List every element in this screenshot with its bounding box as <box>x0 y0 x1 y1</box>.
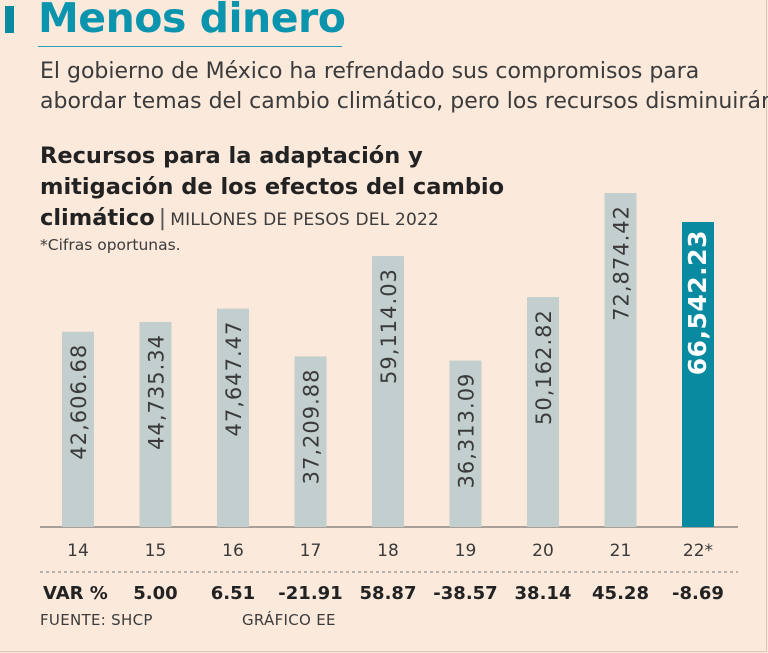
x-tick-label: 19 <box>455 541 477 561</box>
var-value: -21.91 <box>278 583 342 604</box>
bar-value-label: 47,647.47 <box>222 321 246 437</box>
var-value: 5.00 <box>133 583 177 604</box>
bar-16 <box>217 308 249 527</box>
headline-accent-bar <box>5 6 14 33</box>
bar-value-label: 66,542.23 <box>683 230 712 375</box>
bar-value-label: 59,114.03 <box>377 268 401 384</box>
chart-title-line-3-wrap: climático | MILLONES DE PESOS DEL 2022 <box>40 203 504 236</box>
bar-17 <box>294 356 327 527</box>
headline: Menos dinero <box>38 0 346 42</box>
headline-rule <box>38 46 342 47</box>
x-tick-label: 17 <box>300 541 322 561</box>
bar-value-label: 42,606.68 <box>67 344 91 460</box>
source-note: FUENTE: SHCP <box>40 611 153 629</box>
bar-14 <box>62 331 94 527</box>
chart-title-line-2: mitigación de los efectos del cambio <box>40 174 505 200</box>
chart-note: *Cifras oportunas. <box>40 236 181 254</box>
bar-22 <box>682 222 714 528</box>
var-value: 6.51 <box>211 583 255 604</box>
bar-value-label: 37,209.88 <box>300 368 324 484</box>
var-row-label: VAR % <box>43 583 108 604</box>
deck-line-2: abordar temas del cambio climático, pero… <box>40 89 768 114</box>
bar-value-label: 72,874.42 <box>610 205 634 321</box>
bar-value-label: 50,162.82 <box>532 309 556 425</box>
var-value: 38.14 <box>515 583 572 604</box>
chart-units: MILLONES DE PESOS DEL 2022 <box>170 210 440 230</box>
chart-title-line-1: Recursos para la adaptación y <box>40 143 423 169</box>
var-value: 58.87 <box>360 583 417 604</box>
var-value: -38.57 <box>433 583 497 604</box>
x-tick-label: 16 <box>222 541 244 561</box>
bar-20 <box>527 297 559 527</box>
title-separator: | <box>158 205 167 231</box>
chart-title: Recursos para la adaptación y mitigación… <box>40 141 504 236</box>
var-value: 45.28 <box>592 583 649 604</box>
x-tick-label: 22* <box>683 541 713 561</box>
x-tick-label: 21 <box>610 541 632 561</box>
bar-18 <box>372 256 404 527</box>
graphic-credit: GRÁFICO EE <box>242 611 336 629</box>
chart-title-line-3: climático <box>40 205 155 231</box>
bar-value-label: 44,735.34 <box>145 334 169 450</box>
deck: El gobierno de México ha refrendado sus … <box>40 57 768 117</box>
bar-21 <box>604 193 637 527</box>
deck-line-1: El gobierno de México ha refrendado sus … <box>40 59 700 84</box>
x-tick-label: 18 <box>377 541 399 561</box>
x-tick-label: 20 <box>532 541 554 561</box>
x-tick-label: 15 <box>145 541 167 561</box>
bar-15 <box>139 321 172 527</box>
bar-19 <box>449 360 482 527</box>
var-value: -8.69 <box>672 583 724 604</box>
bar-value-label: 36,313.09 <box>455 373 479 489</box>
x-tick-label: 14 <box>67 541 89 561</box>
